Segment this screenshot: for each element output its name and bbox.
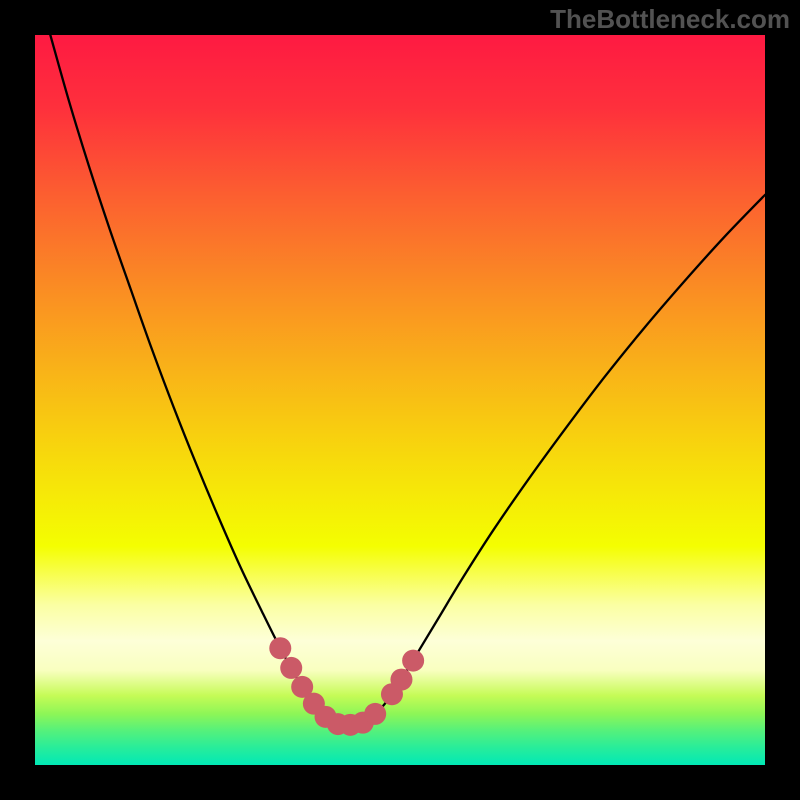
- marker-dot: [402, 650, 424, 672]
- marker-dot: [390, 669, 412, 691]
- marker-dot: [269, 637, 291, 659]
- marker-dot: [280, 657, 302, 679]
- chart-container: TheBottleneck.com: [0, 0, 800, 800]
- gradient-background: [35, 35, 765, 765]
- chart-svg: [0, 0, 800, 800]
- marker-dot: [364, 703, 386, 725]
